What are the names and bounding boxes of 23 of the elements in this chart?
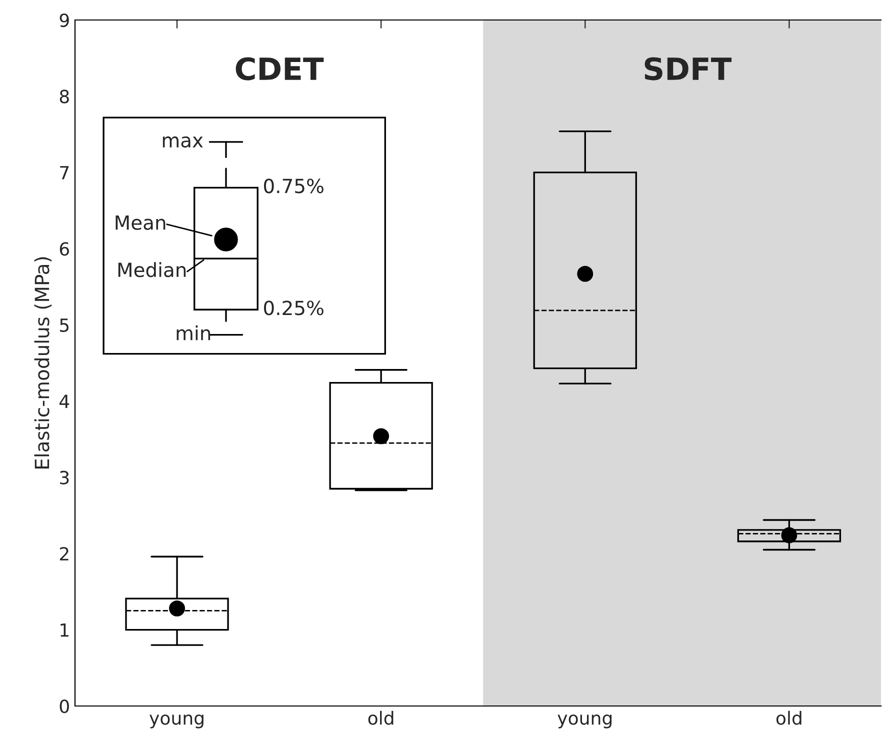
annotation: max (162, 136, 203, 148)
annotation: SDFT (644, 57, 732, 80)
y-axis-title: Elastic-modulus (MPa) (34, 257, 52, 468)
y-tick-label: 5 (60, 318, 69, 332)
y-tick-label: 4 (60, 394, 70, 408)
y-tick-label: 1 (60, 623, 68, 637)
y-tick-label: 3 (60, 470, 69, 484)
annotation: Median (118, 262, 186, 278)
annotation: Mean (116, 215, 166, 230)
y-tick-label: 7 (60, 166, 69, 180)
x-tick-label: old (368, 710, 394, 725)
annotation: CDET (236, 57, 324, 80)
annotation: min (176, 325, 210, 340)
annotation: 0.75% (264, 178, 324, 194)
y-tick-label: 6 (60, 242, 69, 256)
annotation: 0.25% (264, 300, 324, 316)
x-tick-label: old (776, 710, 802, 725)
y-tick-label: 8 (60, 90, 69, 104)
y-tick-label: 9 (60, 13, 69, 28)
y-tick-label: 0 (60, 699, 69, 714)
x-tick-label: young (558, 714, 612, 728)
x-tick-label: young (150, 714, 204, 728)
y-tick-label: 2 (60, 547, 68, 560)
